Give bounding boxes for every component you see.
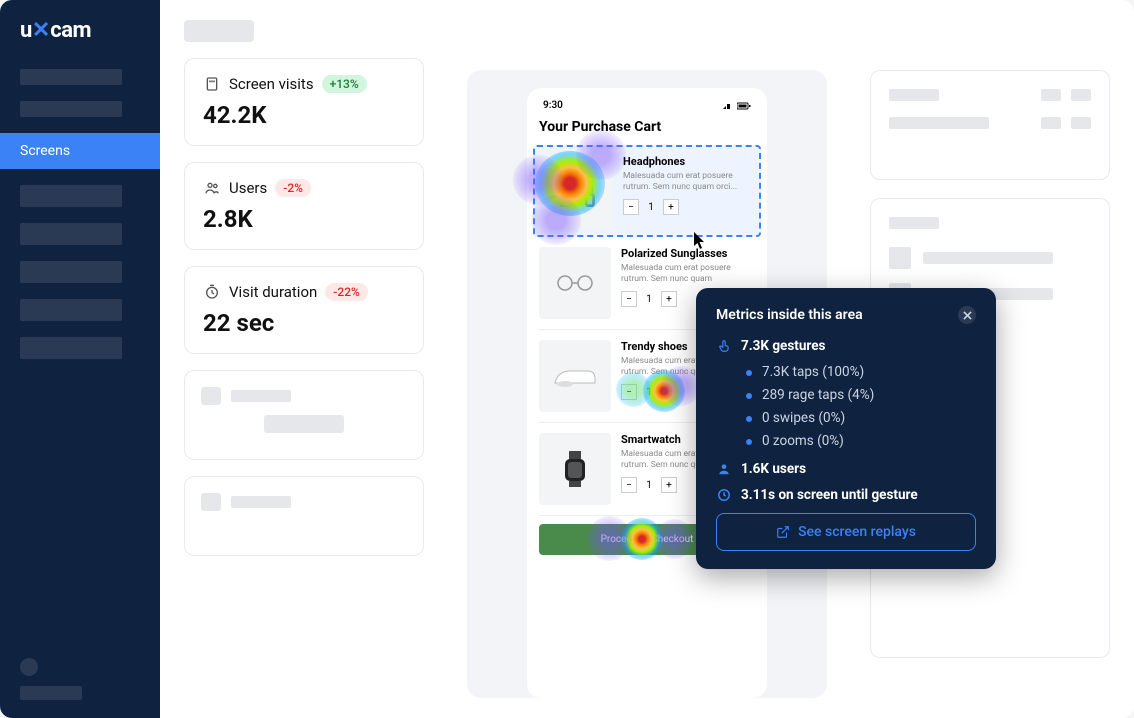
product-image: [539, 433, 611, 505]
nav-placeholder: [20, 337, 122, 359]
breadcrumb-placeholder: [184, 20, 254, 42]
metrics-column: Screen visits +13% 42.2K Users -2% 2.8K: [184, 20, 424, 698]
item-name: Headphones: [623, 155, 753, 168]
metrics-tooltip: Metrics inside this area 7.3K gestures 7…: [696, 288, 996, 569]
qty-plus-button[interactable]: +: [661, 291, 677, 307]
metric-delta: +13%: [322, 75, 367, 93]
placeholder-card: [184, 476, 424, 556]
sidebar-bottom: [0, 658, 160, 700]
tooltip-swipes: 0 swipes (0%): [746, 410, 976, 426]
qty-value: 1: [641, 294, 657, 305]
screen-visits-icon: [203, 75, 221, 93]
nav-placeholder: [20, 223, 122, 245]
qty-plus-button[interactable]: +: [661, 384, 677, 400]
user-icon: [716, 462, 732, 476]
metric-label: Visit duration: [229, 283, 317, 301]
metric-label: Users: [229, 179, 267, 197]
cursor-icon: [693, 232, 707, 250]
tooltip-taps: 7.3K taps (100%): [746, 364, 976, 380]
see-replays-button[interactable]: See screen replays: [716, 513, 976, 551]
metric-value: 42.2K: [203, 101, 405, 129]
metric-card-visits[interactable]: Screen visits +13% 42.2K: [184, 58, 424, 146]
item-desc: Malesuada cum erat posuere rutrum. Sem n…: [621, 263, 755, 285]
qty-minus-button[interactable]: −: [623, 199, 639, 215]
product-image: [539, 247, 611, 319]
nav-screens[interactable]: Screens: [0, 133, 160, 169]
item-desc: Malesuada cum erat posuere rutrum. Sem n…: [623, 171, 753, 193]
sidebar: u ✕ cam Screens: [0, 0, 160, 718]
duration-icon: [203, 283, 221, 301]
product-image: [541, 155, 613, 227]
metric-card-duration[interactable]: Visit duration -22% 22 sec: [184, 266, 424, 354]
qty-minus-button[interactable]: −: [621, 477, 637, 493]
phone-status-bar: 9:30: [539, 98, 755, 119]
tooltip-rage-taps: 289 rage taps (4%): [746, 387, 976, 403]
item-name: Polarized Sunglasses: [621, 247, 755, 260]
tooltip-title: Metrics inside this area: [716, 307, 863, 323]
placeholder-card: [184, 370, 424, 460]
tooltip-time: 3.11s on screen until gesture: [741, 487, 918, 503]
product-image: [539, 340, 611, 412]
qty-value: 1: [643, 202, 659, 213]
tooltip-close-button[interactable]: [958, 306, 976, 324]
app-root: u ✕ cam Screens: [0, 0, 1134, 718]
users-icon: [203, 179, 221, 197]
metric-delta: -22%: [325, 283, 368, 301]
qty-minus-button[interactable]: −: [621, 384, 637, 400]
phone-status-icons: [722, 100, 751, 111]
metric-value: 22 sec: [203, 309, 405, 337]
nav-placeholder: [20, 101, 122, 117]
metric-value: 2.8K: [203, 205, 405, 233]
metric-card-users[interactable]: Users -2% 2.8K: [184, 162, 424, 250]
qty-value: 1: [641, 387, 657, 398]
qty-plus-button[interactable]: +: [663, 199, 679, 215]
qty-minus-button[interactable]: −: [621, 291, 637, 307]
qty-value: 1: [641, 480, 657, 491]
metric-delta: -2%: [275, 179, 311, 197]
metric-label: Screen visits: [229, 75, 314, 93]
gesture-icon: [716, 338, 732, 354]
clock-icon: [716, 488, 732, 502]
tooltip-users: 1.6K users: [741, 461, 806, 477]
cart-title: Your Purchase Cart: [539, 119, 755, 135]
nav-placeholder: [20, 299, 122, 321]
qty-plus-button[interactable]: +: [661, 477, 677, 493]
user-placeholder: [20, 686, 82, 700]
nav-placeholder: [20, 185, 122, 207]
phone-time: 9:30: [543, 100, 563, 111]
tooltip-gestures: 7.3K gestures: [741, 338, 825, 354]
tooltip-breakdown: 7.3K taps (100%) 289 rage taps (4%) 0 sw…: [746, 364, 976, 449]
cart-item-selected[interactable]: Headphones Malesuada cum erat posuere ru…: [533, 145, 761, 237]
avatar-placeholder: [20, 658, 38, 676]
nav-placeholder: [20, 261, 122, 283]
nav-placeholder: [20, 69, 122, 85]
placeholder-card: [870, 70, 1110, 180]
logo: u ✕ cam: [0, 18, 160, 61]
tooltip-zooms: 0 zooms (0%): [746, 433, 976, 449]
